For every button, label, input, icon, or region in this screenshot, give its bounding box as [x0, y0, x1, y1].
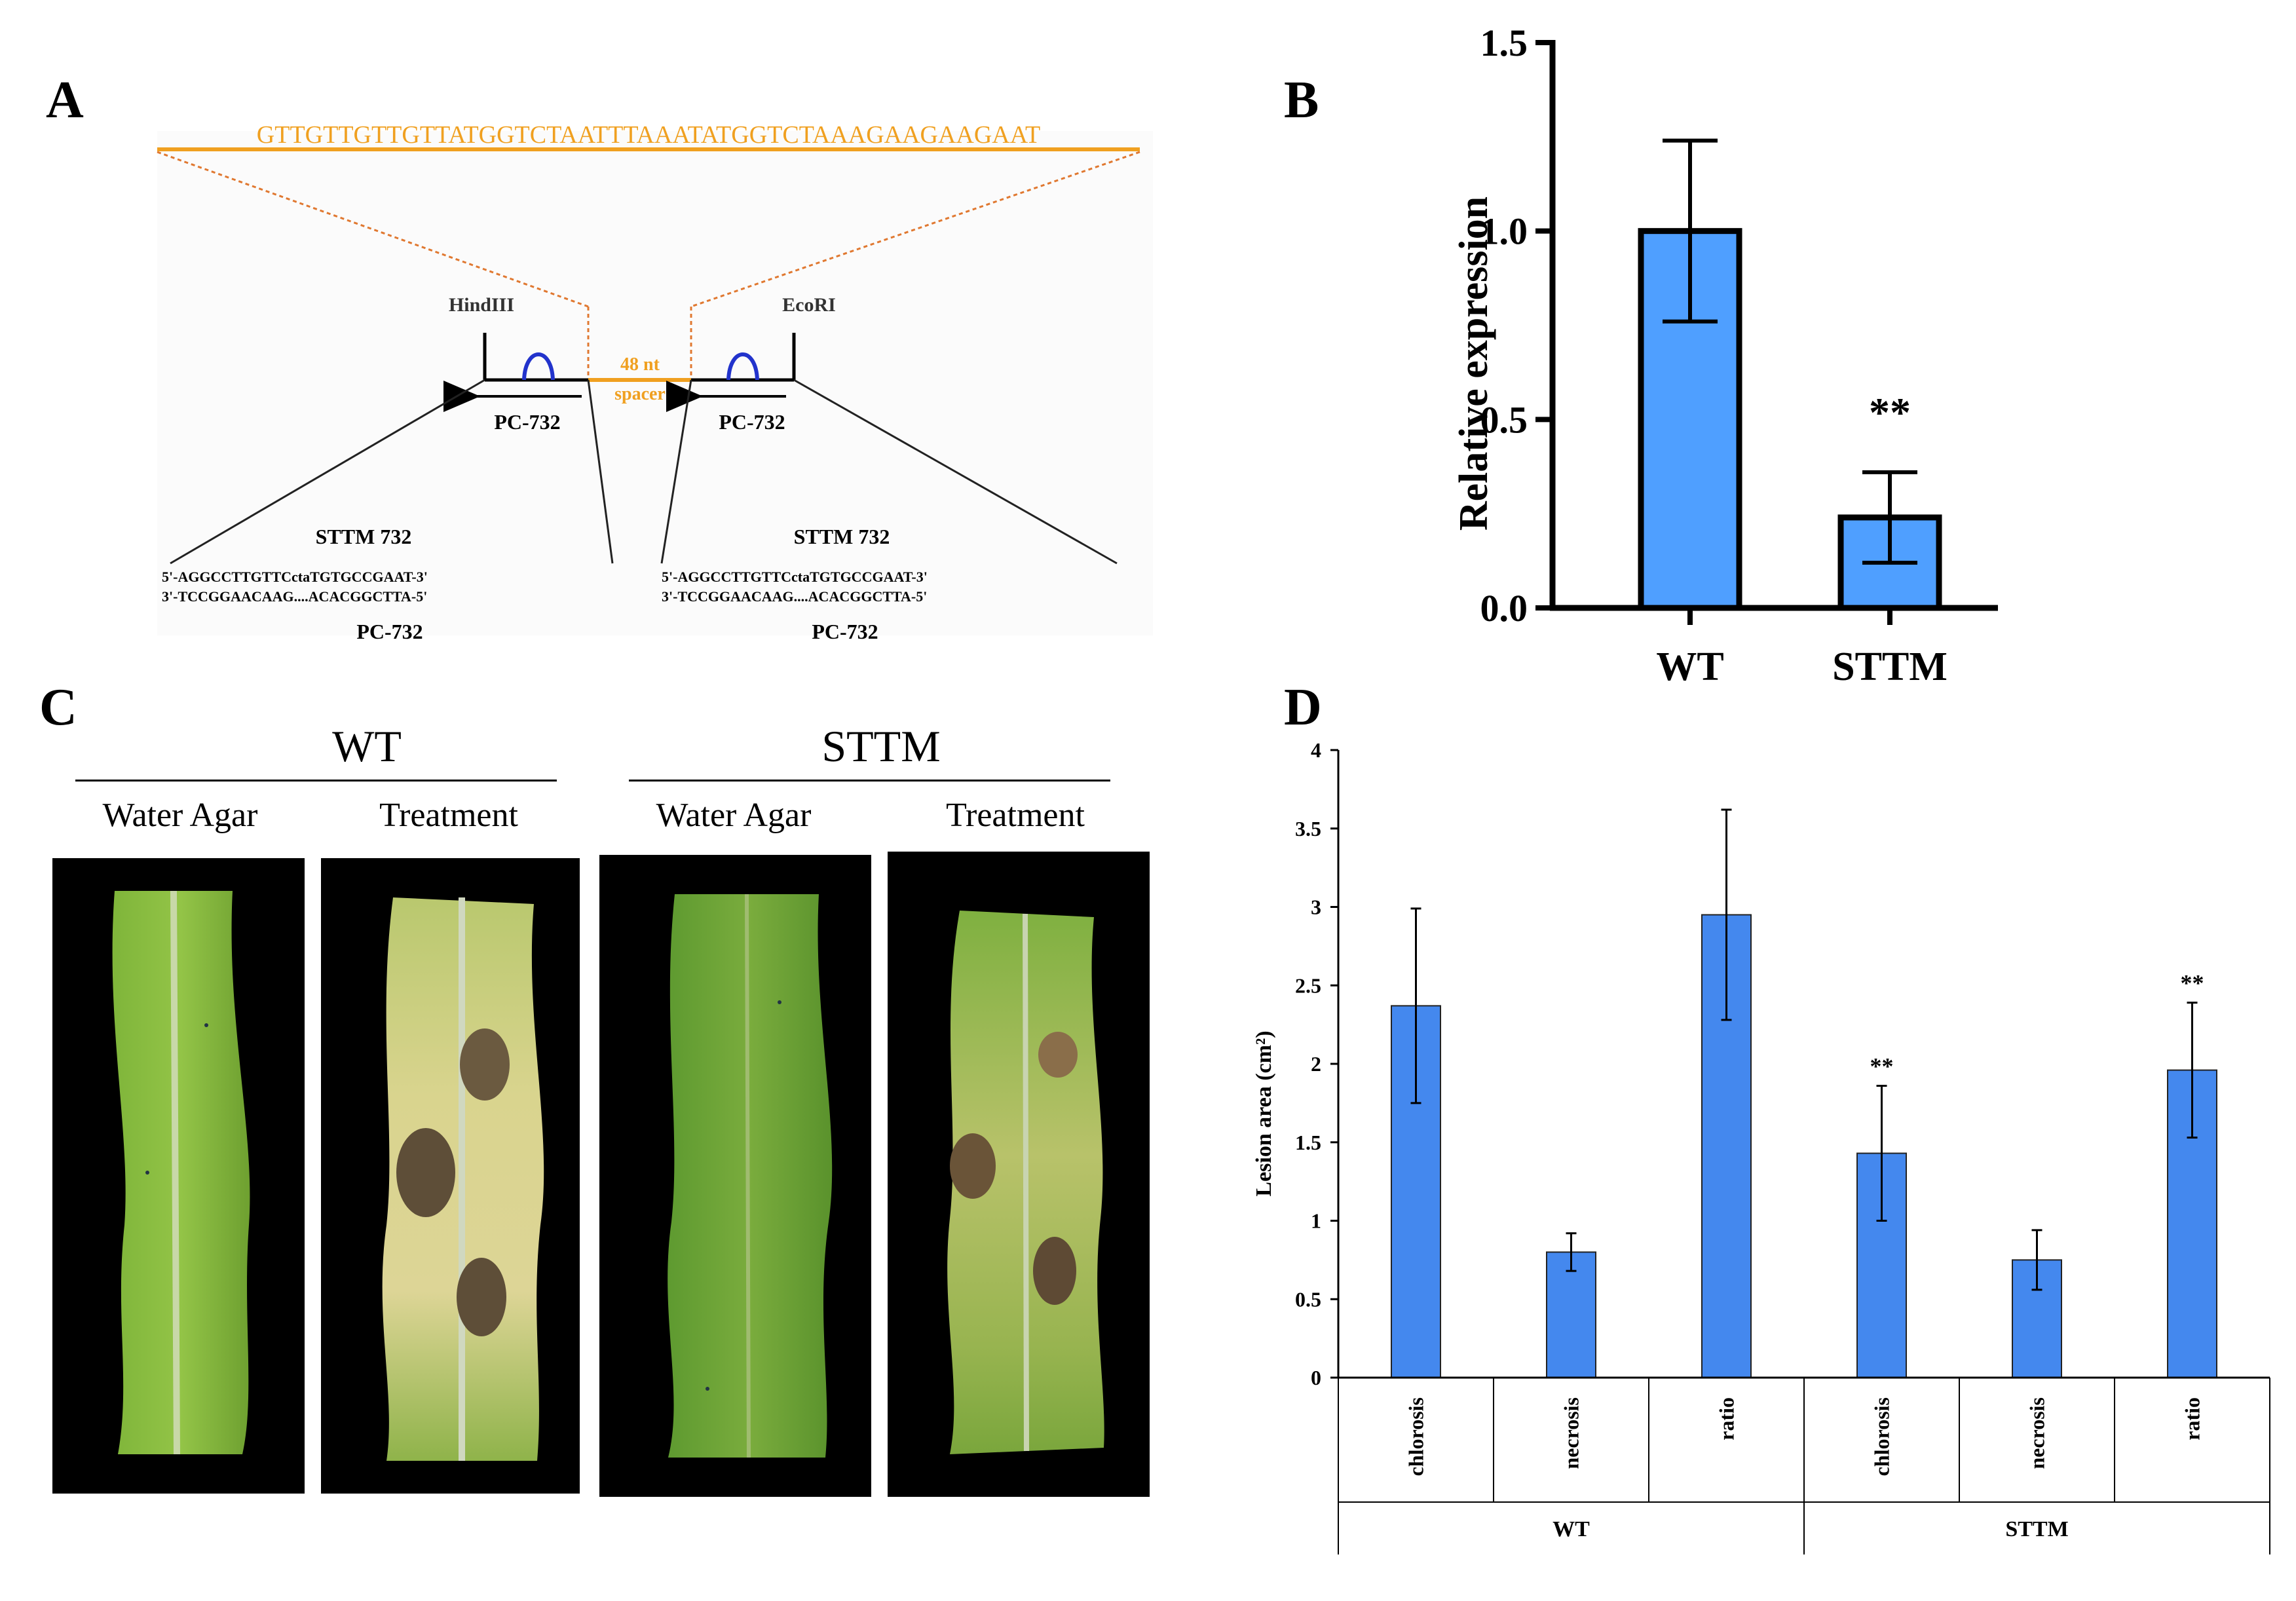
fan-line-4 [793, 379, 1118, 565]
d-x-tick-label: chlorosis [1404, 1397, 1428, 1476]
sttm-footer-right: PC-732 [812, 620, 878, 643]
spacer-label-1: 48 nt [620, 354, 660, 375]
d-x-tick-label: ratio [1715, 1397, 1739, 1441]
col-label-1: Water Agar [102, 797, 258, 834]
b-x-tick-label: WT [1656, 645, 1723, 689]
d-y-tick-label: 2.5 [1295, 973, 1321, 997]
sttm-footer-left: PC-732 [356, 620, 423, 643]
d-y-tick-label: 0.5 [1295, 1287, 1321, 1311]
d-y-tick-label: 2 [1311, 1052, 1321, 1076]
d-x-tick-label: necrosis [1560, 1397, 1583, 1469]
site-ecori: EcoRI [782, 294, 836, 316]
b-y-tick-label: 0.5 [1480, 398, 1528, 441]
leaf-photo-wt-water-agar [52, 858, 305, 1494]
sttm-title-left: STTM 732 [316, 525, 412, 548]
panel-label-b: B [1284, 71, 1319, 129]
group-label-wt: WT [332, 721, 402, 771]
stem-loop-left [522, 352, 555, 381]
b-significance-label: ** [1869, 389, 1911, 436]
spacer-sequence: GTTGTTGTTGTTATGGTCTAATTTAAATATGGTCTAAAGA… [257, 121, 1040, 149]
group-rule-wt [75, 780, 557, 782]
b-y-axis-label: Relative expression [1452, 197, 1496, 531]
d-x-tick-label: ratio [2181, 1397, 2204, 1441]
site-hindiii: HindIII [449, 294, 514, 316]
b-x-tick-label: STTM [1832, 645, 1948, 689]
sttm-seq-left-1: 5'-AGGCCTTGTTCctaTGTGCCGAAT-3' [162, 569, 428, 585]
panel-label-d: D [1284, 679, 1322, 736]
sttm-construct-diagram: GTTGTTGTTGTTATGGTCTAATTTAAATATGGTCTAAAGA… [157, 121, 1153, 643]
group-label-sttm: STTM [821, 721, 941, 771]
b-y-tick-label: 0.0 [1480, 587, 1528, 630]
chart-lesion-area: 0 0.5 1 1.5 2 2.5 3 3.5 4 ** ** chlorosis necrosis… [1252, 738, 2270, 1554]
chart-relative-expression: 0.0 0.5 1.0 1.5 WT STTM ** Relative expressio… [1452, 22, 1998, 689]
col-label-4: Treatment [946, 797, 1085, 834]
d-y-tick-label: 3.5 [1295, 817, 1321, 840]
d-y-tick-label: 0 [1311, 1366, 1321, 1389]
d-x-tick-label: necrosis [2025, 1397, 2049, 1469]
stem-loop-right [726, 352, 759, 381]
promoter-label-left: PC-732 [494, 410, 560, 434]
col-label-2: Treatment [379, 797, 518, 834]
b-y-tick-label: 1.5 [1480, 22, 1528, 64]
fan-line-3 [660, 379, 692, 564]
spacer-label-2: spacer [614, 384, 666, 404]
sttm-seq-left-2: 3'-TCCGGAACAAG....ACACGGCTTA-5' [162, 588, 427, 605]
d-group-label: WT [1553, 1517, 1590, 1541]
d-y-tick-label: 1.5 [1295, 1131, 1321, 1154]
b-y-tick-label: 1.0 [1480, 210, 1528, 253]
d-x-tick-label: chlorosis [1870, 1397, 1894, 1476]
sttm-seq-right-1: 5'-AGGCCTTGTTCctaTGTGCCGAAT-3' [662, 569, 928, 585]
d-y-tick-label: 3 [1311, 895, 1321, 919]
fan-line-2 [587, 379, 614, 564]
leaf-photo-sttm-water-agar [599, 855, 871, 1497]
col-label-3: Water Agar [656, 797, 812, 834]
d-significance-label: ** [1870, 1053, 1894, 1080]
promoter-label-right: PC-732 [719, 410, 785, 434]
sttm-seq-right-2: 3'-TCCGGAACAAG....ACACGGCTTA-5' [662, 588, 927, 605]
d-significance-label: ** [2181, 970, 2204, 996]
d-bar-chlorosis [1391, 1005, 1441, 1378]
d-y-tick-label: 1 [1311, 1209, 1321, 1233]
panel-label-c: C [39, 679, 77, 736]
d-group-label: STTM [2005, 1517, 2068, 1541]
diagram-background [157, 131, 1153, 635]
leaf-photo-wt-treatment [321, 858, 580, 1494]
fan-line-1 [170, 379, 485, 565]
sttm-title-right: STTM 732 [794, 525, 890, 548]
panel-label-a: A [46, 71, 84, 129]
d-y-tick-label: 4 [1311, 738, 1321, 762]
d-y-axis-label: Lesion area (cm²) [1252, 1030, 1276, 1196]
group-rule-sttm [629, 780, 1110, 782]
leaf-photo-sttm-treatment [888, 852, 1150, 1497]
